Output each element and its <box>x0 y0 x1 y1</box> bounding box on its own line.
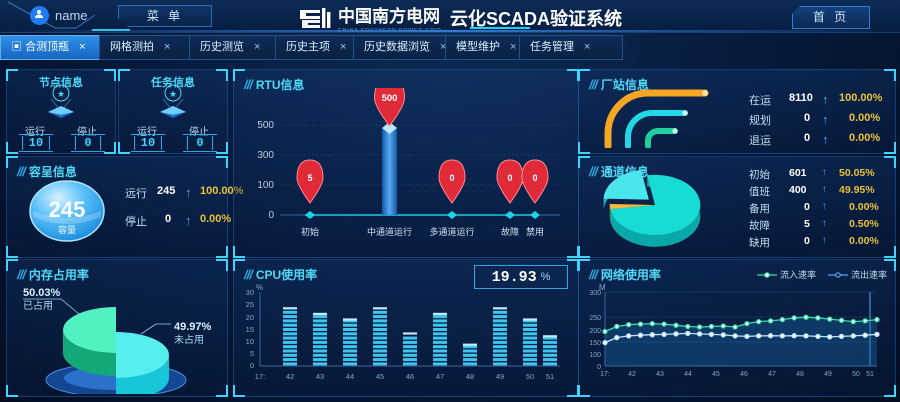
svg-text:46: 46 <box>740 371 748 378</box>
svg-text:43: 43 <box>316 372 324 381</box>
svg-text:46: 46 <box>406 372 414 381</box>
svg-text:49: 49 <box>496 372 504 381</box>
svg-text:多通道运行: 多通道运行 <box>429 226 474 237</box>
svg-text:0: 0 <box>597 364 601 371</box>
svg-text:300: 300 <box>257 150 274 161</box>
svg-text:0: 0 <box>250 361 254 370</box>
svg-text:45: 45 <box>376 372 384 381</box>
svg-text:47: 47 <box>768 371 776 378</box>
svg-text:100: 100 <box>257 180 274 191</box>
svg-text:0: 0 <box>507 173 512 183</box>
svg-text:17:: 17: <box>600 371 610 378</box>
svg-text:故障: 故障 <box>501 226 519 237</box>
svg-text:★: ★ <box>57 89 65 99</box>
svg-text:300: 300 <box>589 290 601 297</box>
svg-text:150: 150 <box>589 340 601 347</box>
svg-text:20: 20 <box>246 313 254 322</box>
svg-text:44: 44 <box>346 372 354 381</box>
svg-text:已占用: 已占用 <box>23 299 53 312</box>
svg-text:49.97%: 49.97% <box>174 321 212 333</box>
svg-text:50: 50 <box>852 371 860 378</box>
svg-text:15: 15 <box>246 325 254 334</box>
svg-text:45: 45 <box>712 371 720 378</box>
svg-text:43: 43 <box>656 371 664 378</box>
svg-text:0: 0 <box>449 173 454 183</box>
svg-text:初始: 初始 <box>301 226 319 237</box>
svg-text:50.03%: 50.03% <box>23 287 61 299</box>
svg-text:48: 48 <box>796 371 804 378</box>
svg-text:0: 0 <box>532 173 537 183</box>
svg-text:42: 42 <box>286 372 294 381</box>
svg-text:250: 250 <box>589 315 601 322</box>
svg-text:51: 51 <box>546 372 554 381</box>
svg-text:5: 5 <box>250 349 254 358</box>
svg-text:30: 30 <box>246 288 254 297</box>
svg-text:未占用: 未占用 <box>174 333 204 346</box>
svg-text:48: 48 <box>466 372 474 381</box>
svg-text:中通道运行: 中通道运行 <box>367 226 412 237</box>
svg-text:245: 245 <box>49 197 86 222</box>
svg-text:5: 5 <box>307 173 312 183</box>
svg-text:47: 47 <box>436 372 444 381</box>
svg-text:禁用: 禁用 <box>526 227 544 237</box>
svg-text:51: 51 <box>866 371 874 378</box>
svg-text:500: 500 <box>382 93 398 104</box>
svg-text:17:: 17: <box>255 372 265 381</box>
svg-text:%: % <box>256 283 263 292</box>
svg-text:10: 10 <box>246 337 254 346</box>
svg-text:100: 100 <box>589 352 601 359</box>
svg-text:50: 50 <box>526 372 534 381</box>
svg-text:500: 500 <box>257 120 274 131</box>
svg-text:42: 42 <box>628 371 636 378</box>
svg-text:0: 0 <box>268 210 274 221</box>
svg-text:44: 44 <box>684 371 692 378</box>
svg-text:200: 200 <box>589 328 601 335</box>
svg-text:★: ★ <box>169 89 177 99</box>
svg-text:25: 25 <box>246 300 254 309</box>
svg-text:容量: 容量 <box>58 224 76 235</box>
svg-text:49: 49 <box>824 371 832 378</box>
